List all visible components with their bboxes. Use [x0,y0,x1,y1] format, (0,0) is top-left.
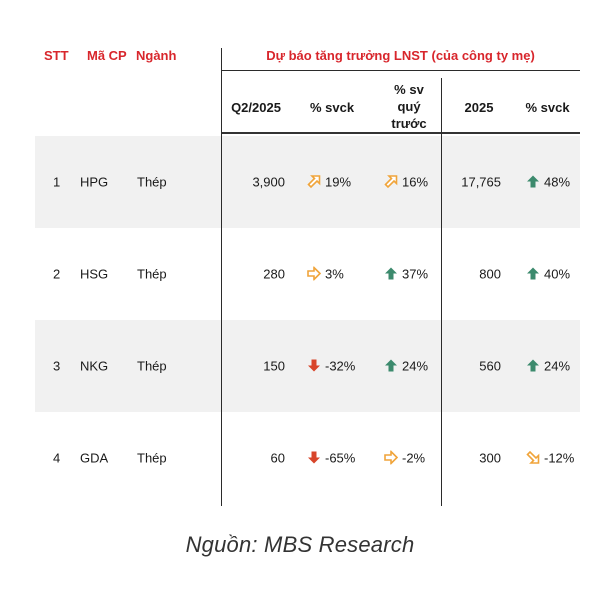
divider-right [441,78,442,506]
header-ma-cp: Mã CP [87,48,127,63]
up-right-orange-arrow-icon [384,175,398,189]
cell-svck-2025-value: 24% [544,358,571,374]
source-caption: Nguồn: MBS Research [185,532,415,557]
group-underline [221,70,580,71]
cell-svck-2025-value: 48% [544,174,571,190]
header-svck-2: % svck [525,100,570,115]
right-orange-arrow-icon [384,449,399,466]
header-sv-quy-line3: trước [391,116,427,131]
cell-sv-quy-truoc-value: 37% [402,266,429,282]
cell-sector: Thép [137,450,167,466]
cell-sector: Thép [137,358,167,374]
cell-ticker: HPG [80,174,109,190]
cell-svck-q2: 3% [307,265,344,282]
cell-svck-q2-value: -65% [325,450,356,466]
header-2025: 2025 [464,100,494,115]
down-red-arrow-icon [307,359,321,373]
cell-sv-quy-truoc-value: -2% [402,450,426,466]
cell-stt: 1 [53,174,61,190]
cell-ticker: GDA [80,450,109,466]
cell-svck-q2-value: -32% [325,358,356,374]
cell-sv-quy-truoc-value: 16% [402,174,429,190]
header-q2-2025: Q2/2025 [231,100,281,115]
header-sv-quy-line1: % sv [394,82,424,97]
cell-svck-q2: 19% [307,175,351,190]
cell-stt: 2 [53,266,61,282]
cell-sv-quy-truoc-value: 24% [402,358,429,374]
cell-sector: Thép [137,266,167,282]
up-green-arrow-icon [526,267,540,281]
cell-q2-2025: 60 [270,450,285,466]
cell-q2-2025: 280 [263,266,285,282]
cell-sv-quy-truoc: 37% [384,267,428,282]
cell-stt: 3 [53,358,61,374]
cell-2025: 17,765 [461,174,501,190]
divider-left [221,48,222,506]
header-nganh: Ngành [136,48,177,63]
cell-2025: 300 [479,450,501,466]
cell-2025: 800 [479,266,501,282]
cell-svck-2025-value: -12% [544,450,575,466]
table-row: 4 GDA Thép 60 -65% -2% 300 -12% [35,412,580,504]
cell-stt: 4 [53,450,61,466]
cell-svck-q2-value: 3% [325,266,344,282]
cell-svck-q2: -32% [307,359,355,374]
table-row: 3 NKG Thép 150 -32% 24% 560 24% [35,320,580,412]
cell-q2-2025: 3,900 [252,174,285,190]
cell-svck-2025: 24% [526,359,570,374]
cell-2025: 560 [479,358,501,374]
cell-q2-2025: 150 [263,358,285,374]
cell-sector: Thép [137,174,167,190]
cell-sv-quy-truoc: 24% [384,359,428,374]
up-green-arrow-icon [384,267,398,281]
cell-ticker: NKG [80,358,109,374]
cell-sv-quy-truoc: 16% [384,175,428,190]
cell-svck-2025: -12% [526,451,574,466]
header-stt: STT [44,48,69,63]
up-green-arrow-icon [526,175,540,189]
header-sv-quy-line2: quý [397,99,421,114]
cell-ticker: HSG [80,266,109,282]
up-right-orange-arrow-icon [307,175,321,189]
cell-svck-2025-value: 40% [544,266,571,282]
down-right-orange-arrow-icon [526,450,540,465]
cell-svck-2025: 48% [526,175,570,190]
cell-svck-q2: -65% [307,451,355,466]
up-green-arrow-icon [384,359,398,373]
up-green-arrow-icon [526,359,540,373]
table-row: 2 HSG Thép 280 3% 37% 800 40% [35,228,580,320]
header-sv-quy-truoc: % sv quý trước [376,81,442,132]
right-orange-arrow-icon [307,265,322,282]
cell-sv-quy-truoc: -2% [384,449,426,466]
table-row: 1 HPG Thép 3,900 19% 16% 17,765 48% [35,136,580,228]
header-group-title: Dự báo tăng trưởng LNST (của công ty mẹ) [266,48,535,63]
down-red-arrow-icon [307,451,321,465]
header-svck-1: % svck [309,100,355,115]
cell-svck-q2-value: 19% [325,174,352,190]
cell-svck-2025: 40% [526,267,570,282]
header-bottom-rule [221,132,580,134]
